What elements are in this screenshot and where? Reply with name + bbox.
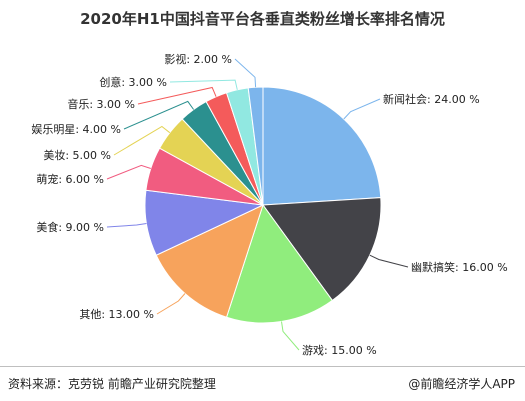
pie-chart: 新闻社会: 24.00 % 幽默搞笑: 16.00 % 游戏: 15.00 % 其他:… [31,52,507,357]
leader-line [123,100,195,130]
pie-slice [155,204,264,318]
source-note: 资料来源：克劳锐 前瞻产业研究院整理 [8,377,216,391]
leader-line [343,98,381,120]
data-label: 萌宠: 6.00 % [36,172,104,186]
pie-slice [247,86,264,206]
data-label: 幽默搞笑: 16.00 % [411,260,508,274]
chart-title: 2020年H1中国抖音平台各垂直类粉丝增长率排名情况 [80,10,445,28]
data-label: 其他: 13.00 % [79,308,154,321]
leader-line [137,86,217,105]
data-label: 创意: 3.00 % [99,75,167,89]
data-label: 音乐: 3.00 % [67,97,135,111]
data-label: 美妆: 5.00 % [43,149,111,162]
leader-line [369,254,409,268]
pie-slice [225,203,334,324]
data-labels: 新闻社会: 24.00 % 幽默搞笑: 16.00 % 游戏: 15.00 % 其他:… [31,52,507,357]
label-leader-lines [106,58,409,351]
data-label: 新闻社会: 24.00 % [383,92,480,106]
pie-slice [262,197,382,302]
leader-line [156,293,186,315]
leader-line [281,321,300,351]
leader-line [234,58,257,88]
data-label: 影视: 2.00 % [164,52,232,66]
data-label: 游戏: 15.00 % [302,344,377,357]
footer-bar: 资料来源：克劳锐 前瞻产业研究院整理 @前瞻经济学人APP [0,366,525,401]
data-label: 娱乐明星: 4.00 % [31,122,121,136]
leader-line [169,79,238,90]
brand-credit: @前瞻经济学人APP [408,377,515,391]
pie-slice [262,86,382,206]
leader-line [113,125,171,156]
pie-slices [144,86,382,324]
data-label: 美食: 9.00 % [36,220,104,234]
leader-line [106,164,151,180]
leader-line [106,223,147,228]
